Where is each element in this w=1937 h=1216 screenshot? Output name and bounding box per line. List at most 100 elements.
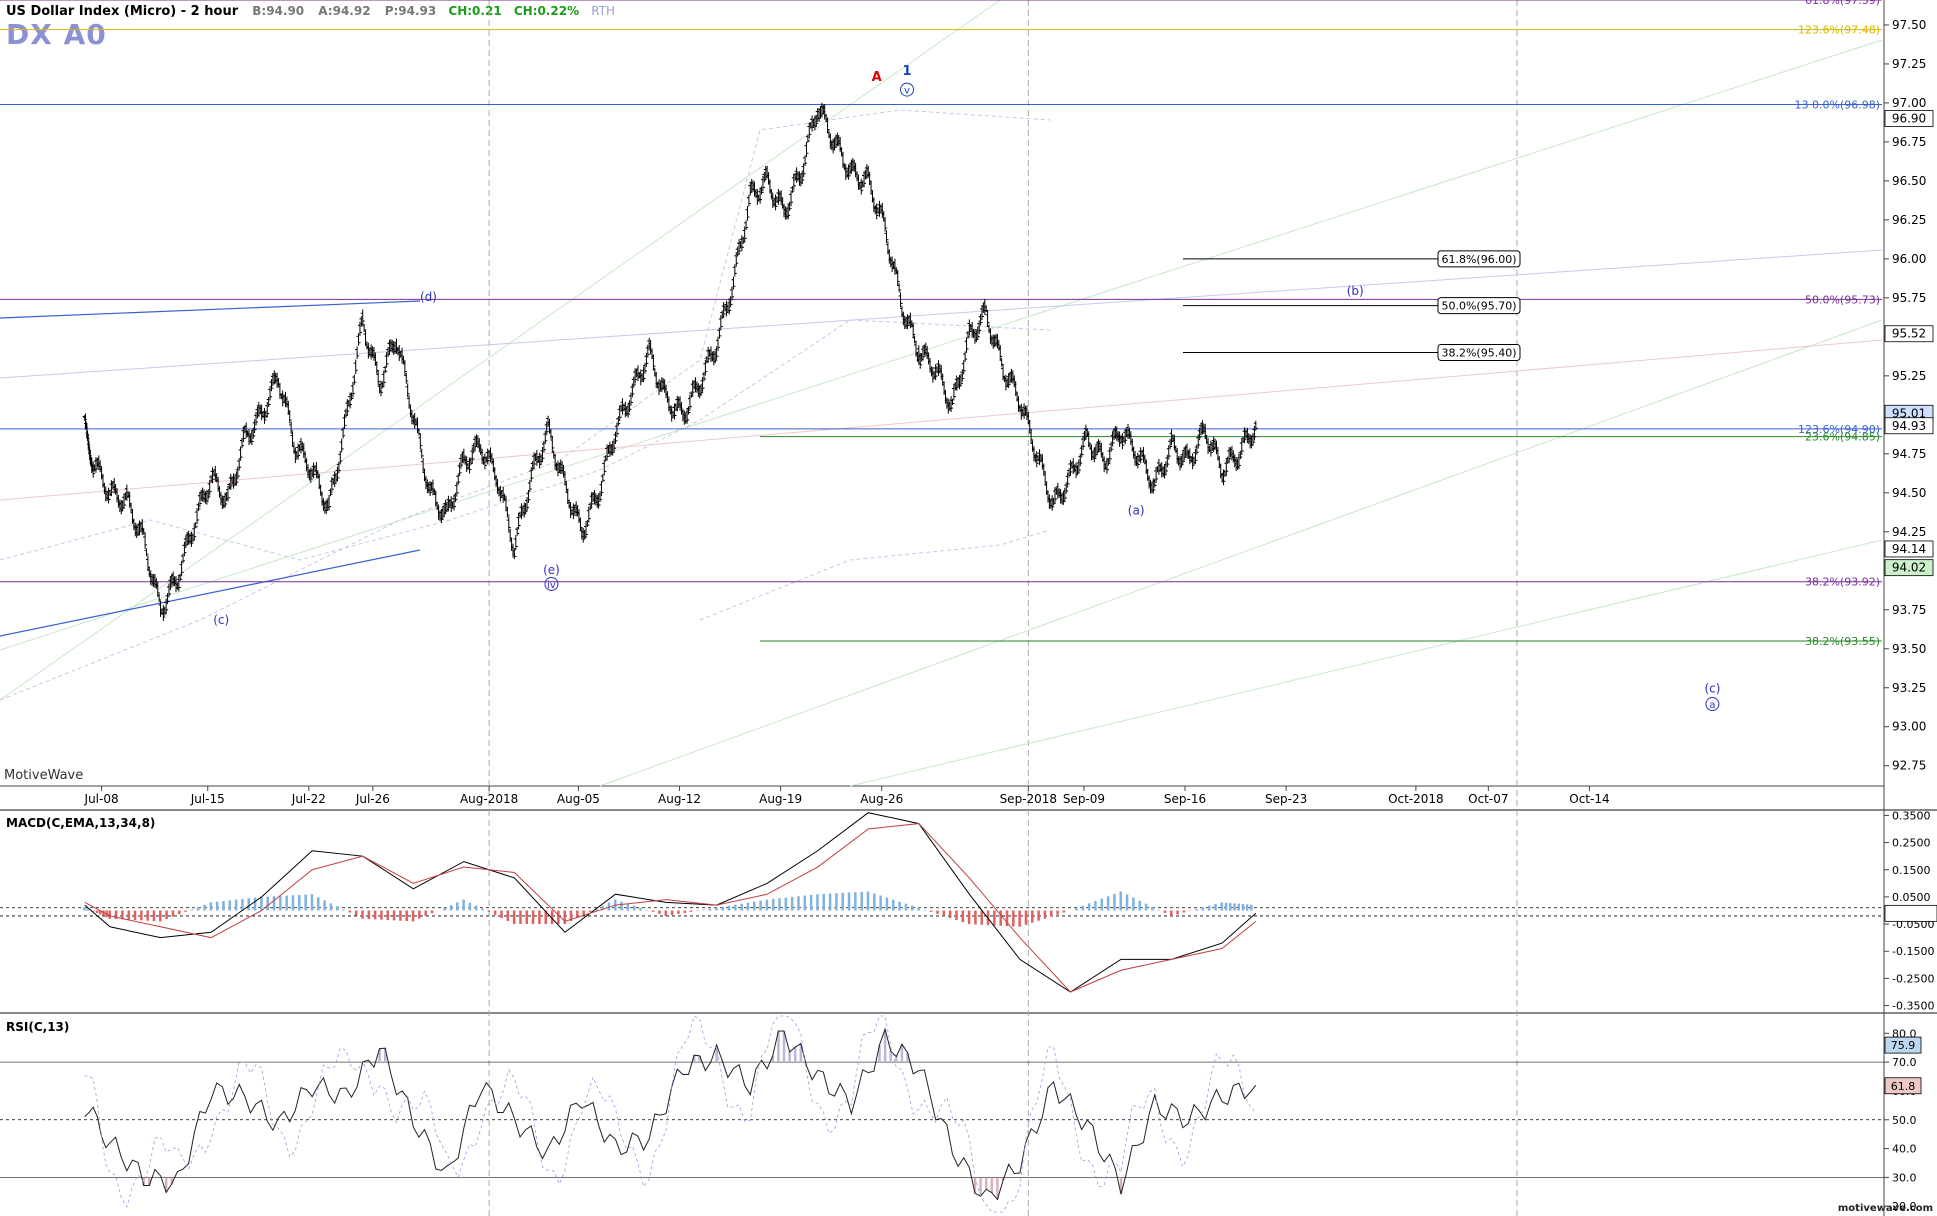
wave-label: (c) xyxy=(213,613,229,627)
trend-channel-line xyxy=(0,39,1883,651)
macd-histogram-bar xyxy=(165,910,168,919)
macd-histogram-bar xyxy=(993,910,996,926)
wave-label: iv xyxy=(547,580,556,591)
macd-histogram-bar xyxy=(531,910,535,925)
macd-histogram-bar xyxy=(241,898,244,911)
y-tick-label: 97.00 xyxy=(1892,96,1926,110)
macd-histogram-bar xyxy=(595,908,598,911)
macd-histogram-bar xyxy=(1182,910,1186,913)
macd-histogram-bar xyxy=(171,910,175,917)
macd-histogram-bar xyxy=(298,894,301,911)
macd-histogram-bar xyxy=(1024,910,1028,925)
macd-histogram-bar xyxy=(253,897,257,911)
macd-histogram-bar xyxy=(866,891,870,911)
fib-target-label: 38.2%(95.40) xyxy=(1441,346,1516,359)
macd-histogram-bar xyxy=(974,910,977,925)
macd-histogram-bar xyxy=(822,893,826,911)
fib-target-box xyxy=(1437,297,1521,315)
macd-histogram-bar xyxy=(222,900,225,911)
envelope-line xyxy=(0,109,1051,701)
macd-histogram-bar xyxy=(651,910,655,912)
rsi-badge xyxy=(1884,1036,1922,1054)
macd-histogram-bar xyxy=(563,910,566,925)
macd-histogram-bar xyxy=(980,910,983,925)
macd-histogram-bar xyxy=(1250,904,1253,911)
macd-histogram-bar xyxy=(683,910,687,913)
macd-y-tick-label: -0.3500 xyxy=(1892,1000,1934,1013)
macd-histogram-bar xyxy=(203,904,206,911)
x-tick-label: Sep-2018 xyxy=(1000,792,1058,806)
change-value: CH:0.21 xyxy=(448,4,502,18)
macd-histogram-bar xyxy=(99,910,102,915)
macd-histogram-bar xyxy=(929,910,933,912)
wave-label-circle xyxy=(544,576,559,591)
wave-label: v xyxy=(904,86,910,97)
macd-histogram-bar xyxy=(386,910,390,921)
macd-histogram-bar xyxy=(310,894,314,911)
rsi-y-tick-label: 30.0 xyxy=(1892,1171,1917,1184)
macd-histogram-bar xyxy=(1012,910,1015,927)
macd-histogram-bar xyxy=(538,910,541,925)
x-tick-label: Sep-09 xyxy=(1063,792,1105,806)
wave-label-circle xyxy=(900,82,915,97)
macd-histogram-bar xyxy=(1056,910,1059,915)
macd-histogram-bar xyxy=(1075,908,1078,911)
macd-histogram-bar xyxy=(1151,906,1154,911)
macd-histogram-bar xyxy=(910,905,914,911)
macd-histogram-bar xyxy=(1018,910,1021,927)
macd-histogram-bar xyxy=(1144,903,1148,911)
macd-histogram-bar xyxy=(323,900,326,911)
credit-text: motivewave.com xyxy=(1837,1203,1933,1214)
wave-label: (d) xyxy=(420,290,437,304)
macd-histogram-bar xyxy=(329,903,333,911)
macd-histogram-bar xyxy=(639,907,642,911)
macd-histogram-bar xyxy=(1245,904,1249,911)
trend-channel-line xyxy=(599,319,1883,787)
wave-label: (e) xyxy=(543,563,560,577)
ticker-symbol: DX A0 xyxy=(6,18,107,51)
envelope-line xyxy=(0,319,1051,561)
wave-label: (c) xyxy=(1704,681,1720,695)
macd-histogram-bar xyxy=(841,892,844,911)
macd-histogram-bar xyxy=(1170,910,1173,916)
macd-histogram-bar xyxy=(1233,903,1236,911)
macd-histogram-bar xyxy=(159,910,162,922)
macd-histogram-bar xyxy=(1106,896,1110,911)
y-tick-label: 94.50 xyxy=(1892,486,1926,500)
macd-histogram-bar xyxy=(430,910,434,914)
macd-y-tick-label: 0.1500 xyxy=(1892,864,1931,877)
macd-histogram-bar xyxy=(247,898,251,911)
macd-histogram-bar xyxy=(715,907,718,911)
x-tick-label: Aug-19 xyxy=(759,792,802,806)
envelope-line xyxy=(699,529,1051,621)
macd-histogram-bar xyxy=(557,910,560,925)
watermark: MotiveWave xyxy=(4,768,84,783)
macd-histogram-bar xyxy=(734,904,737,911)
macd-histogram-bar xyxy=(209,902,213,911)
macd-histogram-bar xyxy=(272,896,276,911)
macd-histogram-bar xyxy=(279,895,282,911)
price-badge-label: 96.90 xyxy=(1892,112,1926,126)
y-tick-label: 94.75 xyxy=(1892,447,1926,461)
macd-histogram-bar xyxy=(835,893,838,911)
y-tick-label: 96.50 xyxy=(1892,174,1926,188)
fib-level-label: 123.6%(97.48) xyxy=(1798,24,1880,37)
y-tick-label: 93.25 xyxy=(1892,681,1926,695)
price-badge xyxy=(1884,325,1934,343)
macd-histogram-bar xyxy=(917,907,920,911)
macd-histogram-bar xyxy=(771,898,775,911)
macd-histogram-bar xyxy=(961,910,965,923)
macd-histogram-bar xyxy=(304,894,307,911)
x-tick-label: Aug-05 xyxy=(557,792,600,806)
price-badge-label: 94.93 xyxy=(1892,419,1926,433)
macd-histogram-bar xyxy=(95,910,99,913)
macd-histogram-bar xyxy=(626,903,630,911)
macd-histogram-bar xyxy=(228,900,232,911)
macd-histogram-bar xyxy=(342,909,345,911)
macd-histogram-bar xyxy=(456,902,459,911)
price-badge-label: 95.52 xyxy=(1892,327,1926,341)
trend-channel-line xyxy=(849,539,1883,787)
macd-histogram-bar xyxy=(215,901,219,911)
macd-histogram-bar xyxy=(392,910,396,921)
